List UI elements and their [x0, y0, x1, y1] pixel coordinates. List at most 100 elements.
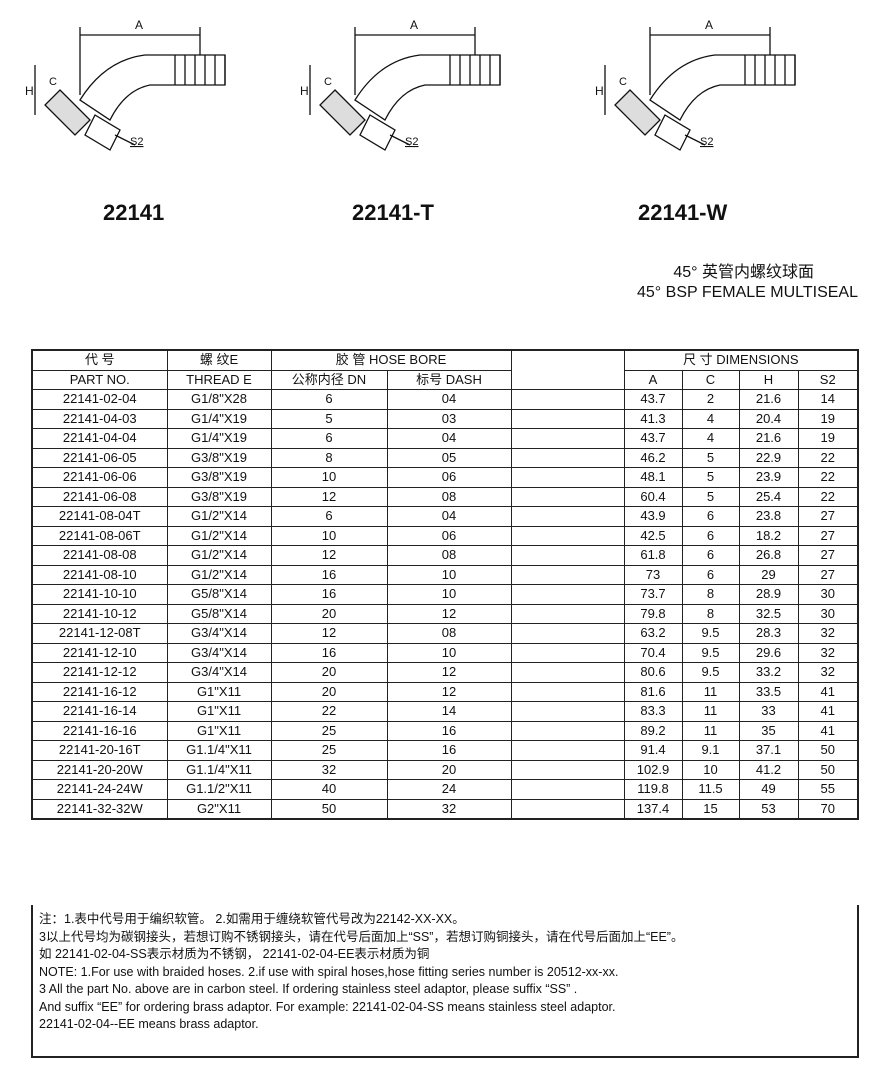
table-cell: 12	[270, 623, 388, 644]
table-cell: G1/2"X14	[166, 506, 272, 527]
blank-cell	[510, 701, 625, 722]
table-cell: 137.4	[623, 798, 683, 820]
table-cell: 14	[386, 701, 512, 722]
table-cell: 79.8	[623, 603, 683, 624]
table-cell: 19	[797, 408, 859, 429]
table-cell: 22141-16-12	[31, 681, 168, 702]
table-row: 22141-06-08 G3/8"X19 12 08 60.4 5 25.4 22	[31, 486, 859, 507]
table-cell: 9.1	[681, 740, 740, 761]
header-thread: 螺 纹E	[166, 349, 272, 371]
table-cell: 6	[270, 506, 388, 527]
table-cell: 18.2	[738, 525, 799, 546]
blank-cell	[510, 740, 625, 761]
table-cell: 70.4	[623, 642, 683, 663]
table-cell: 27	[797, 564, 859, 585]
table-row: 22141-04-04 G1/4"X19 6 04 43.7 4 21.6 19	[31, 428, 859, 449]
table-cell: 22	[270, 701, 388, 722]
table-cell: 29.6	[738, 642, 799, 663]
table-cell: 12	[386, 662, 512, 683]
table-cell: 05	[386, 447, 512, 468]
table-cell: 16	[386, 720, 512, 741]
blank-cell	[510, 545, 625, 566]
table-cell: 4	[681, 408, 740, 429]
table-cell: 20	[386, 759, 512, 780]
table-cell: 08	[386, 486, 512, 507]
table-cell: 102.9	[623, 759, 683, 780]
blank-cell	[510, 798, 625, 820]
table-cell: G1/4"X19	[166, 408, 272, 429]
note-line: And suffix “EE” for ordering brass adapt…	[39, 999, 616, 1014]
table-cell: 53	[738, 798, 799, 820]
table-cell: 27	[797, 545, 859, 566]
blank-cell	[510, 623, 625, 644]
table-cell: 25.4	[738, 486, 799, 507]
table-row: 22141-02-04 G1/8"X28 6 04 43.7 2 21.6 14	[31, 389, 859, 410]
table-cell: G2"X11	[166, 798, 272, 820]
table-cell: 63.2	[623, 623, 683, 644]
note-line: 3 All the part No. above are in carbon s…	[39, 982, 578, 996]
table-cell: 22141-08-10	[31, 564, 168, 585]
table-cell: 81.6	[623, 681, 683, 702]
table-row: 22141-12-08T G3/4"X14 12 08 63.2 9.5 28.3 32	[31, 623, 859, 644]
table-cell: 04	[386, 506, 512, 527]
table-cell: 22	[797, 467, 859, 488]
table-cell: 8	[681, 603, 740, 624]
table-cell: 19	[797, 428, 859, 449]
blank-cell	[510, 642, 625, 663]
table-cell: 22141-12-12	[31, 662, 168, 683]
table-row: 22141-20-20W G1.1/4"X11 32 20 102.9 10 41.2 50	[31, 759, 859, 780]
table-cell: 16	[270, 642, 388, 663]
table-cell: 43.7	[623, 428, 683, 449]
header-thread-e: THREAD E	[166, 369, 272, 390]
table-cell: 6	[681, 564, 740, 585]
table-cell: 40	[270, 779, 388, 800]
table-cell: G3/4"X14	[166, 623, 272, 644]
blank-cell	[510, 506, 625, 527]
table-row: 22141-10-12 G5/8"X14 20 12 79.8 8 32.5 30	[31, 603, 859, 624]
table-cell: 14	[797, 389, 859, 410]
table-row: 22141-24-24W G1.1/2"X11 40 24 119.8 11.5 49 55	[31, 779, 859, 800]
table-cell: 12	[270, 545, 388, 566]
table-cell: 30	[797, 603, 859, 624]
table-cell: 22141-10-12	[31, 603, 168, 624]
table-cell: 119.8	[623, 779, 683, 800]
table-cell: 22141-20-16T	[31, 740, 168, 761]
table-cell: 22	[797, 447, 859, 468]
subtitle-en: 45° BSP FEMALE MULTISEAL	[637, 284, 858, 301]
table-cell: 22141-12-10	[31, 642, 168, 663]
table-cell: 11.5	[681, 779, 740, 800]
table-cell: 32	[797, 623, 859, 644]
table-cell: 10	[386, 584, 512, 605]
table-cell: 73.7	[623, 584, 683, 605]
svg-text:S2: S2	[700, 136, 713, 148]
table-cell: 9.5	[681, 623, 740, 644]
header-c: C	[681, 369, 740, 390]
table-cell: 16	[270, 584, 388, 605]
table-cell: 5	[681, 447, 740, 468]
table-cell: G1/2"X14	[166, 545, 272, 566]
table-cell: 32	[797, 642, 859, 663]
table-cell: 6	[270, 428, 388, 449]
table-cell: 35	[738, 720, 799, 741]
table-cell: G5/8"X14	[166, 603, 272, 624]
table-cell: 23.9	[738, 467, 799, 488]
table-cell: 22	[797, 486, 859, 507]
model-label: 22141-W	[638, 200, 728, 225]
table-cell: G1/8"X28	[166, 389, 272, 410]
blank-cell	[510, 447, 625, 468]
table-cell: 08	[386, 623, 512, 644]
table-row: 22141-06-05 G3/8"X19 8 05 46.2 5 22.9 22	[31, 447, 859, 468]
table-cell: 22141-06-06	[31, 467, 168, 488]
table-cell: 25	[270, 740, 388, 761]
model-label: 22141	[103, 200, 165, 225]
table-cell: 89.2	[623, 720, 683, 741]
table-cell: 5	[681, 486, 740, 507]
table-cell: 12	[386, 681, 512, 702]
table-cell: 11	[681, 720, 740, 741]
table-cell: 10	[270, 525, 388, 546]
svg-text:S2: S2	[130, 136, 143, 148]
header-hose-bore: 胶 管 HOSE BORE	[270, 349, 512, 371]
table-cell: 61.8	[623, 545, 683, 566]
table-cell: G1.1/2"X11	[166, 779, 272, 800]
table-cell: 30	[797, 584, 859, 605]
